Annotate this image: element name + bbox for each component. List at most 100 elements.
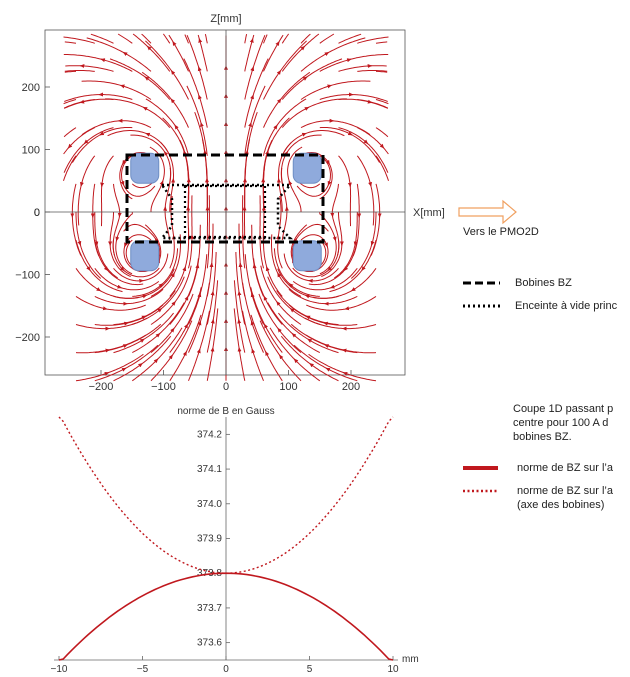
field-line xyxy=(293,344,358,382)
field-arrow xyxy=(141,315,147,320)
field-line xyxy=(112,183,121,256)
field-line xyxy=(75,212,102,279)
field-line xyxy=(194,112,208,184)
field-arrow xyxy=(210,290,215,296)
field-line xyxy=(188,254,208,325)
field-line xyxy=(357,70,388,72)
field-line xyxy=(233,280,246,353)
field-line xyxy=(277,195,283,269)
field-arrow xyxy=(276,98,282,104)
pmo2d-label: Vers le PMO2D xyxy=(463,226,539,238)
field-line xyxy=(94,267,160,291)
field-arrow xyxy=(250,94,254,100)
field-axes xyxy=(45,30,405,375)
field-line xyxy=(150,234,181,297)
field-line xyxy=(260,265,302,325)
field-line xyxy=(244,112,258,184)
field-line xyxy=(141,33,152,44)
field-line xyxy=(145,98,189,156)
field-arrow xyxy=(289,308,295,313)
field-line xyxy=(357,127,389,155)
field-line xyxy=(244,33,248,44)
field-line xyxy=(115,212,133,275)
field-line xyxy=(132,248,179,297)
field-arrow xyxy=(363,139,369,145)
field-ytick-label: 200 xyxy=(22,82,40,94)
field-arrow xyxy=(342,348,347,353)
field-line xyxy=(263,98,307,156)
field-arrow xyxy=(324,51,330,57)
field-arrow xyxy=(327,180,332,186)
field-line xyxy=(186,85,208,156)
field-arrow xyxy=(291,333,297,338)
field-arrow xyxy=(278,354,284,360)
field-line xyxy=(269,327,321,382)
field-arrow xyxy=(159,180,164,186)
pmo2d-arrow-icon xyxy=(458,199,517,225)
field-arrow xyxy=(330,284,335,289)
field-line xyxy=(141,71,189,128)
field-line xyxy=(113,312,174,354)
field-arrow xyxy=(67,143,73,149)
field-xlabel: X[mm] xyxy=(413,207,445,219)
coils xyxy=(130,152,322,272)
field-line xyxy=(71,183,82,256)
field-line xyxy=(281,98,347,128)
field-arrow xyxy=(350,287,356,292)
field-line xyxy=(300,80,371,100)
field-arrow xyxy=(342,371,348,376)
field-xtick-label: −200 xyxy=(89,381,114,393)
field-line xyxy=(150,293,194,353)
field-ytick-label: 0 xyxy=(34,207,40,219)
field-arrow xyxy=(170,327,175,333)
field-arrow xyxy=(158,283,164,288)
field-arrow xyxy=(137,362,143,368)
field-arrow xyxy=(263,295,268,301)
field-line xyxy=(63,36,95,44)
field-arrow xyxy=(83,139,89,145)
field-line xyxy=(162,33,171,44)
field-line xyxy=(206,280,219,353)
field-line xyxy=(375,99,389,105)
field-arrow xyxy=(79,99,85,104)
field-arrow xyxy=(182,266,187,272)
cut-axes: −10 −5 0 5 10374.2374.1374.0373.9373.8373.73… xyxy=(51,417,399,675)
field-arrow xyxy=(277,272,282,278)
field-line xyxy=(107,130,171,157)
field-arrow xyxy=(196,348,201,354)
field-line xyxy=(94,212,118,279)
field-line xyxy=(65,65,114,72)
field-arrow xyxy=(100,58,106,63)
field-line xyxy=(262,227,283,297)
field-line xyxy=(263,40,307,100)
field-line xyxy=(75,353,144,382)
cut-ytick-label: 374.1 xyxy=(197,464,222,475)
field-line xyxy=(263,117,290,184)
field-arrow xyxy=(184,295,189,301)
field-line xyxy=(259,195,264,269)
field-arrow xyxy=(200,122,204,127)
field-line xyxy=(113,253,169,282)
field-line xyxy=(183,58,208,128)
field-arrow xyxy=(210,347,215,352)
field-line xyxy=(75,295,146,311)
field-line xyxy=(63,99,77,105)
field-arrow xyxy=(182,351,187,356)
field-line xyxy=(319,127,381,163)
field-arrow xyxy=(198,38,203,43)
field-line xyxy=(278,312,339,354)
cut-xtick-label: −5 xyxy=(137,664,149,675)
field-arrow xyxy=(263,323,268,329)
field-ytick-label: 100 xyxy=(22,145,40,157)
series-line-dotted xyxy=(58,416,394,574)
field-arrow xyxy=(117,284,122,289)
field-line xyxy=(204,33,208,44)
field-xtick-label: 200 xyxy=(342,381,360,393)
field-line xyxy=(306,295,377,311)
field-line xyxy=(305,334,377,354)
field-line xyxy=(357,36,389,44)
field-line xyxy=(105,98,171,128)
field-line xyxy=(109,58,171,100)
field-arrow xyxy=(144,76,150,81)
field-line xyxy=(63,155,77,181)
